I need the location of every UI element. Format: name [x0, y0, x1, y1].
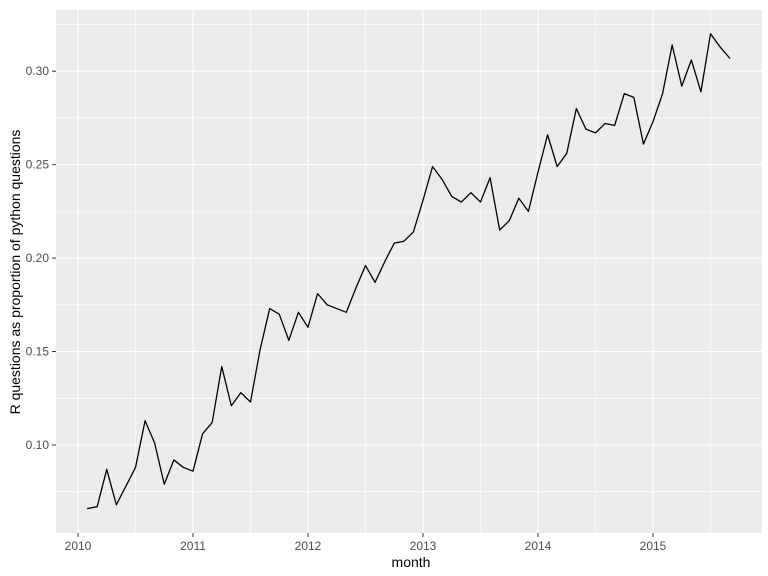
plot-panel: [56, 10, 762, 533]
x-tick-label: 2013: [410, 539, 437, 553]
axes: 2010 2011 2012 2013 2014 2015 0.10 0.15 0.20 0.25…: [26, 64, 667, 553]
x-axis-title: month: [392, 554, 431, 570]
y-tick-label: 0.30: [26, 64, 50, 78]
panel-background: [56, 10, 762, 533]
y-axis-title: R questions as proportion of python ques…: [7, 130, 23, 415]
x-tick-label: 2014: [525, 539, 552, 553]
x-tick-label: 2012: [295, 539, 322, 553]
x-tick-label: 2010: [65, 539, 92, 553]
x-tick-label: 2015: [640, 539, 667, 553]
data-line: [86, 33, 731, 510]
y-tick-label: 0.10: [26, 438, 50, 452]
y-tick-label: 0.20: [26, 251, 50, 265]
x-tick-label: 2011: [180, 539, 206, 553]
y-tick-label: 0.15: [26, 345, 50, 359]
y-tick-label: 0.25: [26, 158, 50, 172]
